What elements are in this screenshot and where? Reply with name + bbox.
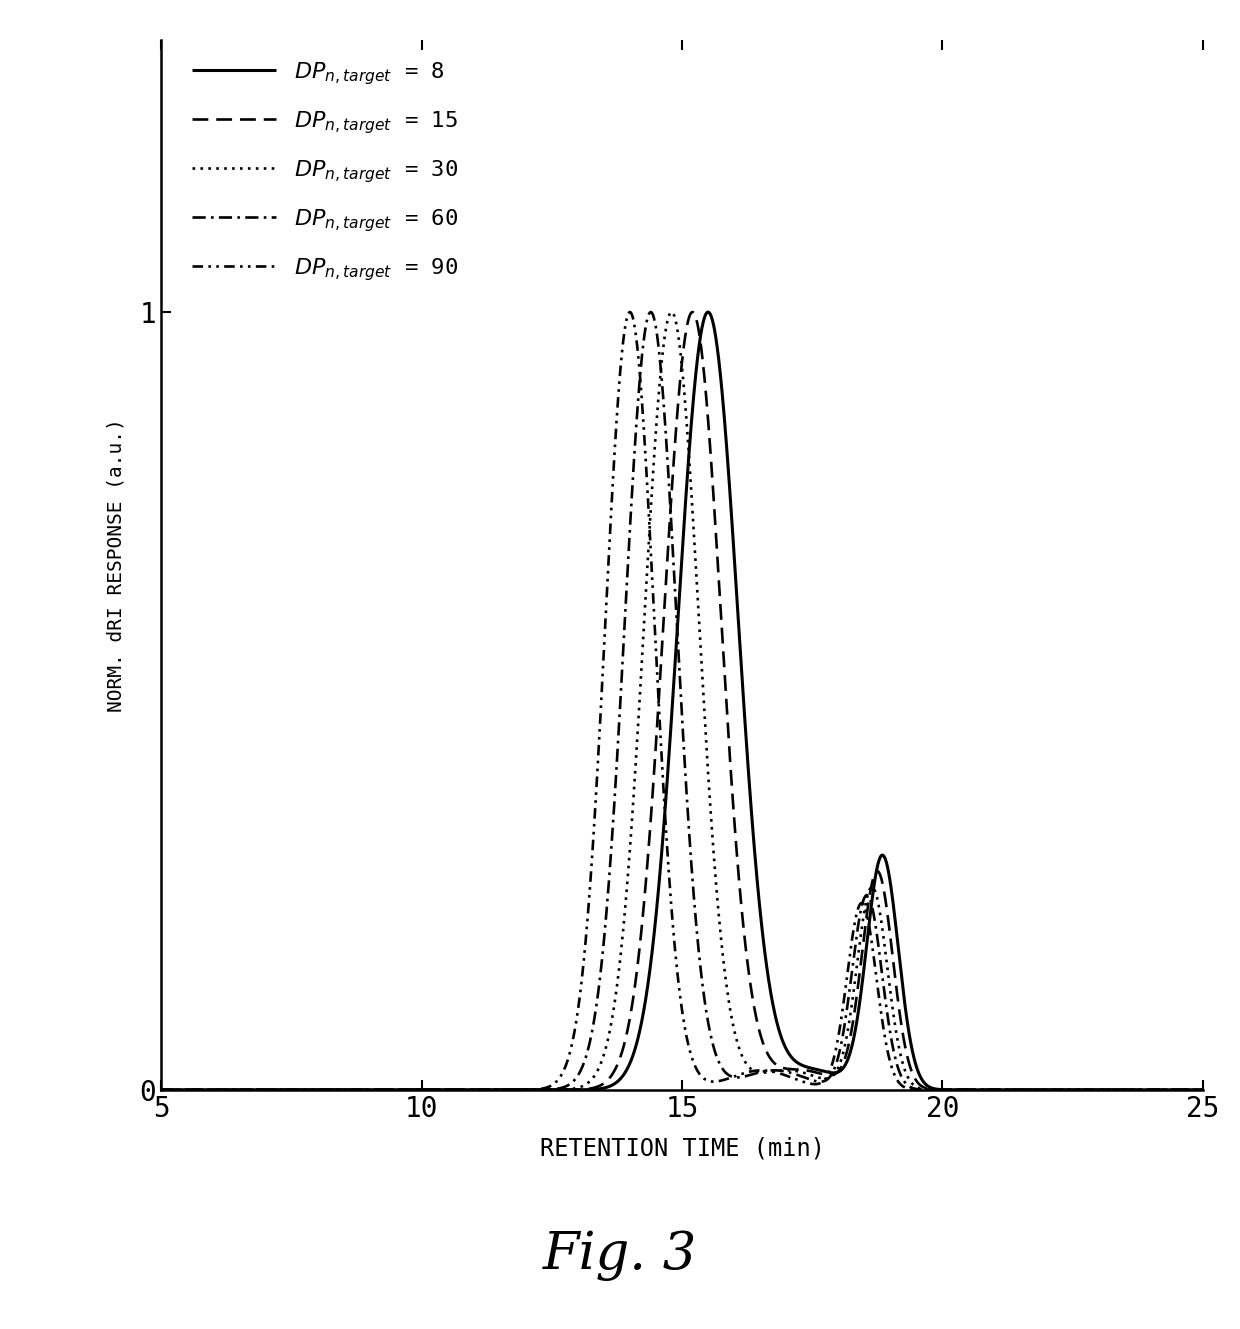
Y-axis label: NORM. dRI RESPONSE (a.u.): NORM. dRI RESPONSE (a.u.) [107,417,125,712]
Legend: $DP_{n,target}$ = 8, $DP_{n,target}$ = 15, $DP_{n,target}$ = 30, $DP_{n,target}$: $DP_{n,target}$ = 8, $DP_{n,target}$ = 1… [182,51,467,291]
X-axis label: RETENTION TIME (min): RETENTION TIME (min) [539,1136,825,1160]
Text: Fig. 3: Fig. 3 [543,1231,697,1281]
